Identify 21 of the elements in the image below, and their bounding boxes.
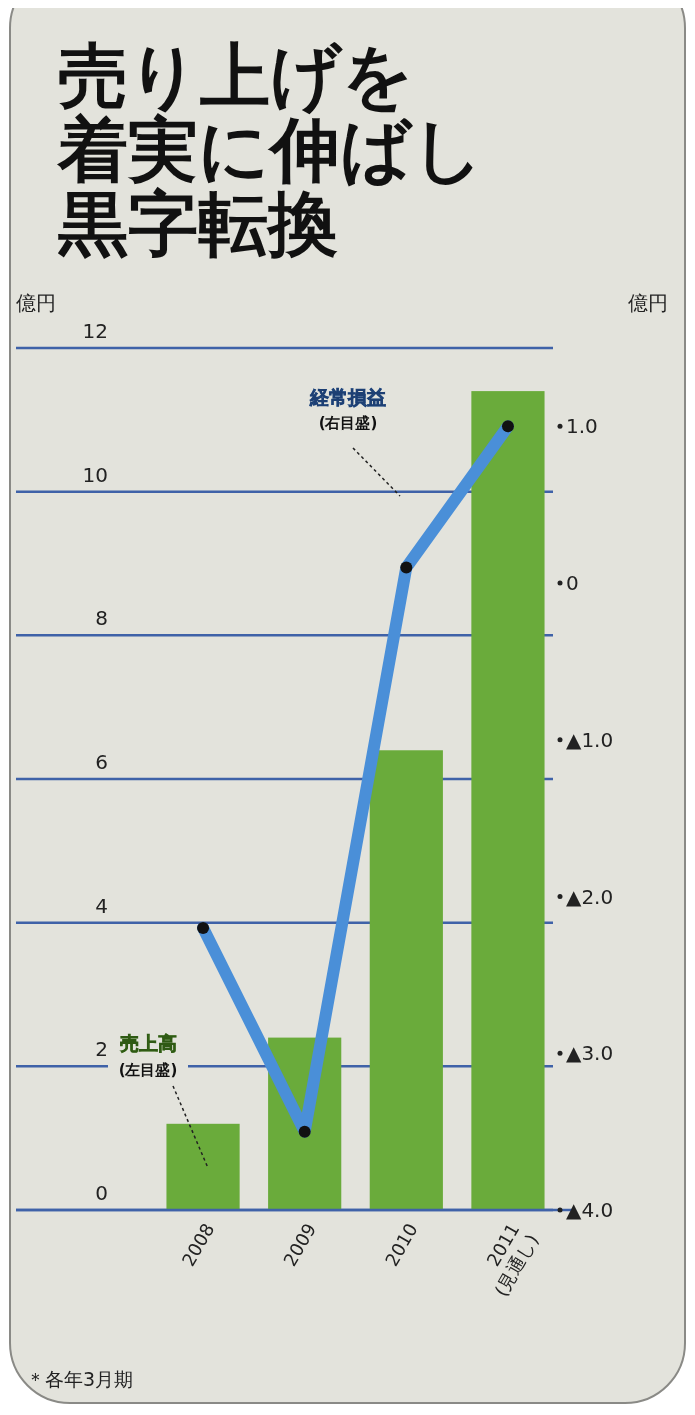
y-tick-label: 10 bbox=[82, 462, 108, 487]
y-tick-label: 4 bbox=[95, 893, 108, 918]
y-tick-label: 12 bbox=[82, 319, 108, 343]
y2-tick-label: ▲1.0 bbox=[566, 727, 614, 752]
y-tick-label: 6 bbox=[95, 750, 108, 774]
text: 売上高 bbox=[119, 1032, 177, 1054]
y2-tick-label: ▲2.0 bbox=[566, 884, 614, 909]
y-tick-label: 2 bbox=[95, 1037, 108, 1062]
text: ＊各年3月期 bbox=[26, 1368, 134, 1390]
y2-axis-title: 億円 bbox=[628, 291, 668, 315]
y-axis-title: 億円 bbox=[16, 291, 56, 315]
y-tick-label: 0 bbox=[95, 1181, 108, 1205]
chart-title: 売り上げを着実に伸ばし黒字転換 bbox=[56, 35, 484, 265]
annotation: (左目盛) bbox=[118, 1061, 178, 1079]
y2-tick-label: 0 bbox=[566, 571, 579, 596]
y-tick-label: 8 bbox=[95, 606, 108, 631]
y2-tick-label: 1.0 bbox=[566, 414, 598, 439]
annotation: (右目盛) bbox=[318, 414, 378, 432]
y2-tick-label: ▲3.0 bbox=[566, 1041, 614, 1066]
text: 経常損益 bbox=[309, 386, 386, 408]
y2-tick-label: ▲4.0 bbox=[566, 1198, 614, 1222]
